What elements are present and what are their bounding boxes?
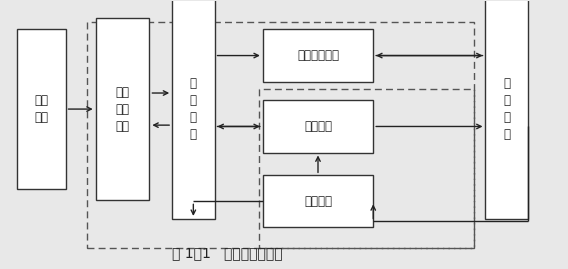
Bar: [263, 100, 373, 153]
Text: 反馈装置: 反馈装置: [304, 195, 332, 208]
Text: 图 1－1   数控机床的组成: 图 1－1 数控机床的组成: [172, 246, 283, 260]
Text: 机
床
本
体: 机 床 本 体: [503, 77, 510, 141]
Bar: [263, 30, 373, 82]
Text: 数
控
装
置: 数 控 装 置: [190, 77, 197, 141]
Bar: [87, 22, 474, 248]
Bar: [18, 29, 65, 189]
Bar: [263, 175, 373, 228]
Bar: [172, 0, 215, 219]
Bar: [486, 0, 528, 219]
Text: 输入
输出
装置: 输入 输出 装置: [115, 86, 130, 133]
Text: 伺服驱动: 伺服驱动: [304, 120, 332, 133]
Bar: [258, 89, 474, 248]
Bar: [95, 18, 149, 200]
Text: 辅助控制装置: 辅助控制装置: [297, 49, 339, 62]
Text: 加工
程序: 加工 程序: [35, 94, 48, 124]
